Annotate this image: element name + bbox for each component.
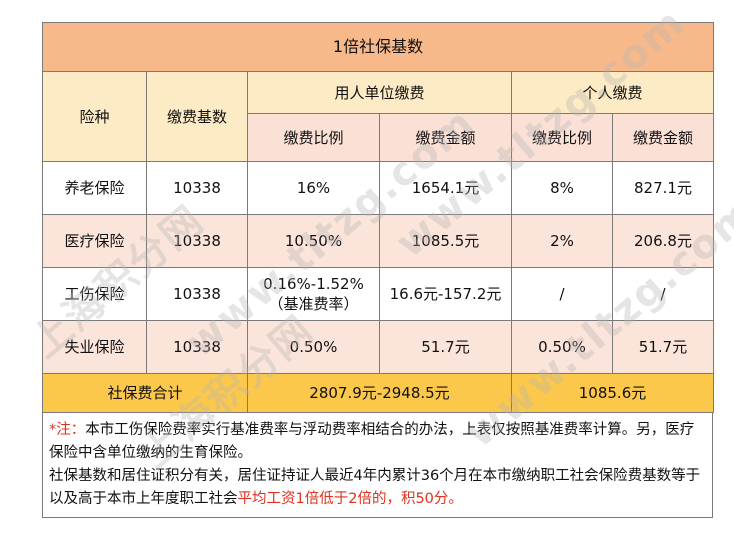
row-employer-amount: 1654.1元 (379, 161, 512, 215)
row-personal-amount: 827.1元 (612, 161, 714, 215)
row-employer-rate-note: （基准费率） (268, 295, 359, 313)
row-employer-rate: 10.50% (247, 214, 380, 268)
row-name: 失业保险 (42, 320, 147, 374)
social-security-table: 1倍社保基数 险种 缴费基数 用人单位缴费 个人缴费 缴费比例 缴费金额 缴费比… (42, 22, 714, 413)
header-employer: 用人单位缴费 (247, 71, 512, 114)
footnote: *注：本市工伤保险费率实行基准费率与浮动费率相结合的办法，上表仅按照基准费率计算… (42, 413, 713, 518)
header-employer-amount: 缴费金额 (379, 113, 512, 162)
table-row: 医疗保险 10338 10.50% 1085.5元 2% 206.8元 (42, 214, 714, 268)
row-personal-rate: 2% (511, 214, 613, 268)
row-base: 10338 (146, 161, 248, 215)
row-name: 工伤保险 (42, 267, 147, 321)
row-personal-amount: / (612, 267, 714, 321)
footnote-highlight: 平均工资1倍低于2倍的，积50分。 (237, 491, 463, 507)
footnote-text-1: 本市工伤保险费率实行基准费率与浮动费率相结合的办法，上表仅按照基准费率计算。另，… (49, 422, 695, 461)
header-personal: 个人缴费 (511, 71, 714, 114)
row-personal-rate: 0.50% (511, 320, 613, 374)
footnote-line-1: *注：本市工伤保险费率实行基准费率与浮动费率相结合的办法，上表仅按照基准费率计算… (49, 419, 706, 465)
table-title: 1倍社保基数 (42, 22, 714, 72)
total-employer: 2807.9元-2948.5元 (247, 373, 512, 413)
row-employer-rate: 0.50% (247, 320, 380, 374)
row-employer-rate: 16% (247, 161, 380, 215)
row-employer-rate-value: 0.16%-1.52% (263, 275, 364, 293)
row-base: 10338 (146, 267, 248, 321)
row-personal-rate: 8% (511, 161, 613, 215)
footnote-text-2: 社保基数和居住证积分有关，居住证持证人最近4年内累计36个月在本市缴纳职工社会保… (49, 468, 701, 507)
header-employer-rate: 缴费比例 (247, 113, 380, 162)
header-base: 缴费基数 (146, 71, 248, 162)
row-personal-amount: 206.8元 (612, 214, 714, 268)
total-row: 社保费合计 2807.9元-2948.5元 1085.6元 (42, 373, 714, 413)
header-personal-rate: 缴费比例 (511, 113, 613, 162)
row-base: 10338 (146, 214, 248, 268)
footnote-line-2: 社保基数和居住证积分有关，居住证持证人最近4年内累计36个月在本市缴纳职工社会保… (49, 465, 706, 511)
total-personal: 1085.6元 (511, 373, 714, 413)
row-personal-rate: / (511, 267, 613, 321)
table-row: 失业保险 10338 0.50% 51.7元 0.50% 51.7元 (42, 320, 714, 374)
footnote-star: *注： (49, 422, 86, 438)
header-insurance-type: 险种 (42, 71, 147, 162)
table-row: 养老保险 10338 16% 1654.1元 8% 827.1元 (42, 161, 714, 215)
row-employer-amount: 1085.5元 (379, 214, 512, 268)
row-name: 养老保险 (42, 161, 147, 215)
row-personal-amount: 51.7元 (612, 320, 714, 374)
header-personal-amount: 缴费金额 (612, 113, 714, 162)
row-base: 10338 (146, 320, 248, 374)
social-security-table-sheet: 1倍社保基数 险种 缴费基数 用人单位缴费 个人缴费 缴费比例 缴费金额 缴费比… (42, 22, 714, 518)
total-label: 社保费合计 (42, 373, 248, 413)
table-row: 工伤保险 10338 0.16%-1.52% （基准费率） 16.6元-157.… (42, 267, 714, 321)
row-employer-rate: 0.16%-1.52% （基准费率） (247, 267, 380, 321)
row-employer-amount: 51.7元 (379, 320, 512, 374)
row-name: 医疗保险 (42, 214, 147, 268)
row-employer-amount: 16.6元-157.2元 (379, 267, 512, 321)
